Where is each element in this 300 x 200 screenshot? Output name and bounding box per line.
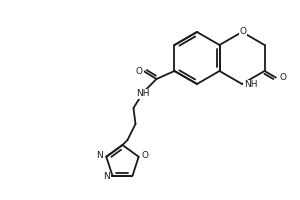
Text: NH: NH: [244, 80, 257, 89]
Text: O: O: [239, 26, 247, 36]
Text: N: N: [97, 151, 103, 160]
Text: O: O: [142, 151, 149, 160]
Text: NH: NH: [136, 90, 149, 98]
Text: O: O: [136, 66, 143, 75]
Text: O: O: [280, 73, 287, 82]
Text: N: N: [103, 172, 110, 181]
